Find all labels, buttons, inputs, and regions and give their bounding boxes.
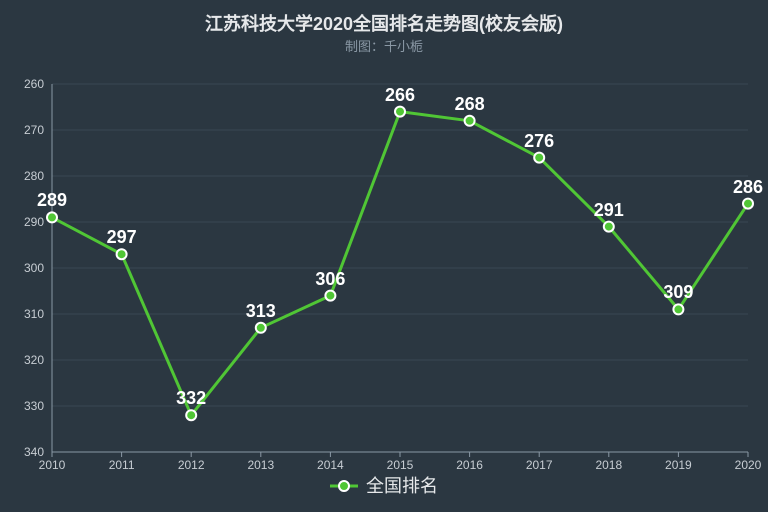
x-tick-label: 2014 <box>317 458 344 472</box>
data-point-label: 291 <box>594 200 624 221</box>
y-tick-label: 330 <box>0 399 44 413</box>
x-tick-label: 2015 <box>387 458 414 472</box>
y-tick-label: 300 <box>0 261 44 275</box>
data-point-label: 286 <box>733 177 763 198</box>
x-tick-label: 2018 <box>595 458 622 472</box>
x-tick-label: 2020 <box>735 458 762 472</box>
data-point-label: 313 <box>246 301 276 322</box>
legend-swatch <box>330 475 358 496</box>
data-point-label: 332 <box>176 388 206 409</box>
x-tick-label: 2013 <box>247 458 274 472</box>
x-tick-label: 2012 <box>178 458 205 472</box>
data-point-label: 289 <box>37 190 67 211</box>
y-tick-label: 340 <box>0 445 44 459</box>
data-point-label: 297 <box>107 227 137 248</box>
y-tick-label: 260 <box>0 77 44 91</box>
data-point-label: 268 <box>455 94 485 115</box>
data-point-label: 309 <box>663 282 693 303</box>
x-tick-label: 2017 <box>526 458 553 472</box>
plot-area <box>52 84 748 452</box>
x-tick-label: 2016 <box>456 458 483 472</box>
y-tick-label: 290 <box>0 215 44 229</box>
legend-label: 全国排名 <box>366 472 438 498</box>
chart-title: 江苏科技大学2020全国排名走势图(校友会版) <box>0 10 768 36</box>
x-tick-label: 2010 <box>39 458 66 472</box>
data-point-label: 306 <box>315 269 345 290</box>
y-tick-label: 310 <box>0 307 44 321</box>
data-point-label: 276 <box>524 131 554 152</box>
ranking-trend-chart: 江苏科技大学2020全国排名走势图(校友会版) 制图：千小栀 全国排名 260 2… <box>0 0 768 512</box>
chart-subtitle: 制图：千小栀 <box>0 36 768 55</box>
x-tick-label: 2011 <box>109 458 135 472</box>
y-tick-label: 270 <box>0 123 44 137</box>
y-tick-label: 280 <box>0 169 44 183</box>
y-tick-label: 320 <box>0 353 44 367</box>
data-point-label: 266 <box>385 85 415 106</box>
legend-item: 全国排名 <box>330 472 438 498</box>
legend: 全国排名 <box>0 472 768 498</box>
x-tick-label: 2019 <box>665 458 692 472</box>
